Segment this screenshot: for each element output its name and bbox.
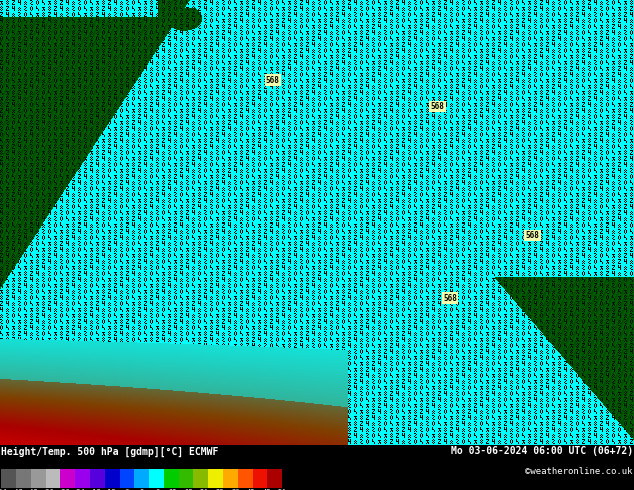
Text: 568: 568: [430, 102, 444, 111]
Bar: [31, 469, 46, 488]
Text: -6: -6: [122, 489, 131, 490]
Text: 6: 6: [155, 489, 159, 490]
Bar: [105, 469, 120, 488]
Text: Height/Temp. 500 hPa [gdmp][°C] ECMWF: Height/Temp. 500 hPa [gdmp][°C] ECMWF: [1, 446, 219, 457]
Text: 30: 30: [216, 489, 224, 490]
Text: 568: 568: [266, 75, 280, 85]
Text: -12: -12: [104, 489, 117, 490]
Text: 42: 42: [247, 489, 255, 490]
Bar: [60, 469, 75, 488]
Text: -30: -30: [57, 489, 70, 490]
Text: -54: -54: [0, 489, 8, 490]
Bar: [16, 469, 31, 488]
Bar: [238, 469, 252, 488]
Bar: [120, 469, 134, 488]
Bar: [164, 469, 179, 488]
Text: Mo 03-06-2024 06:00 UTC (06+72): Mo 03-06-2024 06:00 UTC (06+72): [451, 446, 633, 456]
Bar: [208, 469, 223, 488]
Text: 54: 54: [278, 489, 287, 490]
Text: ©weatheronline.co.uk: ©weatheronline.co.uk: [525, 467, 633, 476]
Bar: [46, 469, 60, 488]
Text: 36: 36: [231, 489, 240, 490]
Bar: [75, 469, 90, 488]
Bar: [1, 469, 16, 488]
Text: -18: -18: [89, 489, 101, 490]
Bar: [179, 469, 193, 488]
Bar: [193, 469, 208, 488]
Bar: [149, 469, 164, 488]
Bar: [223, 469, 238, 488]
Text: 568: 568: [443, 294, 457, 303]
Text: 18: 18: [184, 489, 193, 490]
Bar: [134, 469, 149, 488]
Bar: [268, 469, 282, 488]
Text: 48: 48: [262, 489, 271, 490]
Text: -24: -24: [73, 489, 86, 490]
Text: -42: -42: [26, 489, 39, 490]
Text: -36: -36: [42, 489, 55, 490]
Text: 0: 0: [139, 489, 144, 490]
Bar: [90, 469, 105, 488]
Bar: [252, 469, 268, 488]
Text: 568: 568: [526, 231, 540, 240]
Text: 12: 12: [169, 489, 177, 490]
Text: 24: 24: [200, 489, 209, 490]
Text: -48: -48: [11, 489, 23, 490]
